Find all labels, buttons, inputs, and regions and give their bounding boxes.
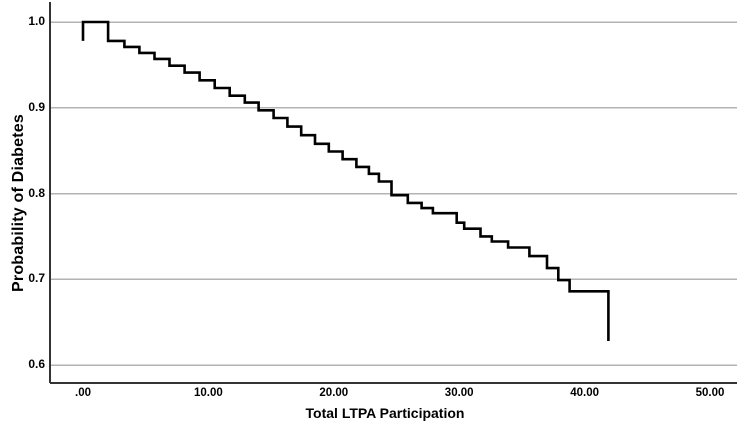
x-tick-label: .00 — [75, 387, 91, 399]
survival-step-curve — [81, 20, 610, 341]
x-tick-label: 50.00 — [695, 387, 725, 399]
y-tick-label: 0.8 — [28, 185, 45, 200]
x-tick-label: 10.00 — [194, 387, 223, 399]
x-axis-title: Total LTPA Participation — [305, 405, 465, 421]
x-tick-label: 20.00 — [319, 387, 349, 399]
x-tick-label: 40.00 — [570, 387, 599, 399]
y-tick-label: 1.0 — [28, 14, 45, 28]
y-tick-label: 0.6 — [28, 357, 45, 371]
x-tick-label: 30.00 — [444, 387, 474, 399]
y-tick-label: 0.7 — [28, 271, 45, 286]
y-tick-label: 0.9 — [28, 99, 45, 114]
